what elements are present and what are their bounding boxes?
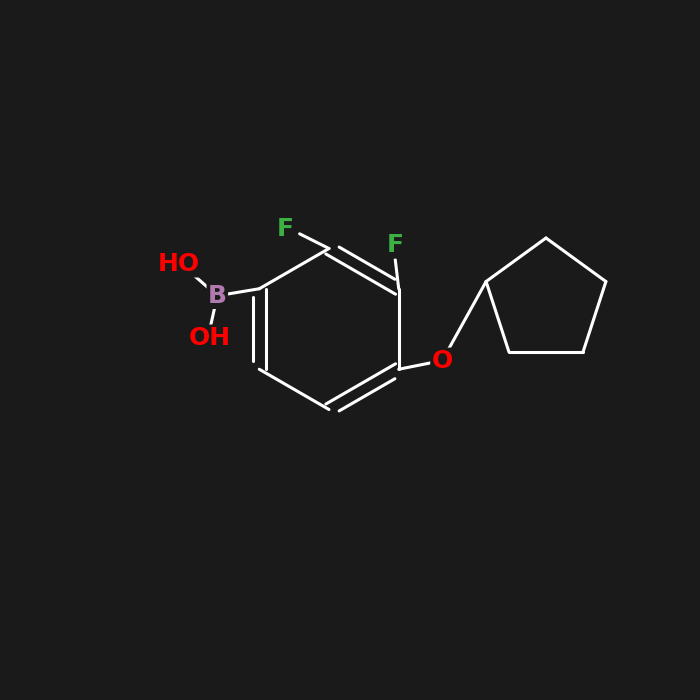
Text: F: F	[277, 217, 294, 241]
Text: OH: OH	[189, 326, 231, 350]
Text: B: B	[208, 284, 227, 308]
Text: O: O	[431, 349, 453, 373]
Text: HO: HO	[158, 252, 199, 276]
Text: F: F	[386, 233, 404, 258]
